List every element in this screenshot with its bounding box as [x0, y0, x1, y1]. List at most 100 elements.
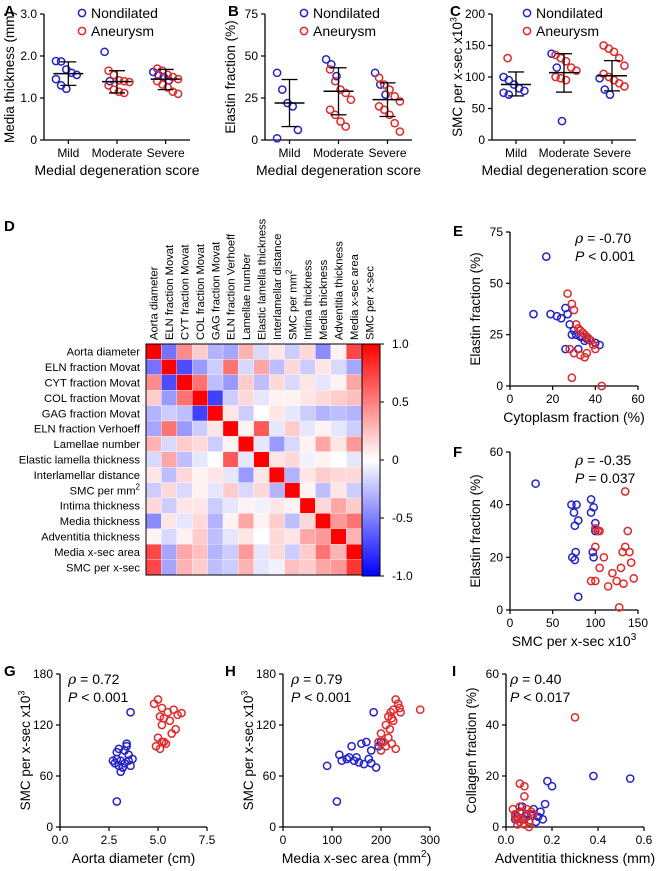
- heatmap-cell: [330, 436, 347, 452]
- heatmap-cell: [269, 436, 285, 452]
- data-point-aneurysm: [619, 579, 628, 589]
- heatmap-cell: [284, 405, 301, 422]
- heatmap-cell: [192, 482, 208, 499]
- heatmap-cell: [176, 405, 193, 422]
- data-point-aneurysm: [609, 47, 619, 57]
- heatmap-cell: [145, 544, 162, 560]
- data-point-nondilated: [605, 90, 615, 99]
- data-point-aneurysm: [379, 737, 388, 747]
- data-point-nondilated: [344, 752, 354, 762]
- data-point-aneurysm: [341, 88, 351, 98]
- rho-annotation: ρ = 0.72: [67, 671, 120, 688]
- heatmap-cell: [346, 436, 362, 452]
- data-point-aneurysm: [330, 76, 340, 86]
- colorbar-tick-label: 0.5: [392, 395, 409, 409]
- heatmap-cell: [161, 405, 177, 422]
- p-value-annotation: P < 0.001: [291, 689, 352, 705]
- heatmap-cell: [192, 528, 208, 545]
- data-point-aneurysm: [595, 526, 604, 536]
- colorbar: [361, 343, 381, 577]
- heatmap-cell: [161, 544, 177, 560]
- heatmap-cell: [346, 513, 362, 529]
- data-point-nondilated: [51, 74, 61, 84]
- data-point-aneurysm: [590, 344, 600, 354]
- heatmap-cell: [253, 420, 270, 437]
- heatmap-cell: [269, 451, 285, 468]
- row-label: SMC per x-sec: [66, 562, 140, 574]
- heatmap-cell: [161, 451, 177, 468]
- row-label: Aorta diameter: [67, 347, 141, 359]
- data-point-aneurysm: [173, 89, 183, 99]
- heatmap-cell: [222, 544, 239, 560]
- panel-e: 0 25 50 75 0 20 40 60 Cytoplasm fraction (%) Elas…: [468, 225, 645, 425]
- data-point-aneurysm: [586, 336, 596, 346]
- heatmap-cell: [269, 343, 285, 360]
- heatmap-cell: [207, 359, 224, 375]
- data-point-aneurysm: [623, 526, 633, 536]
- x-axis-label: Cytoplasm fraction (%): [503, 409, 645, 425]
- data-point-nondilated: [114, 744, 124, 754]
- heatmap-cell: [192, 544, 208, 560]
- heatmap-cell: [176, 390, 193, 406]
- data-point-nondilated: [112, 797, 122, 806]
- heatmap-cell: [315, 359, 331, 375]
- data-point-aneurysm: [608, 568, 617, 578]
- data-point-aneurysm: [157, 720, 167, 730]
- y-tick-label: 50: [245, 49, 259, 63]
- data-point-nondilated: [326, 60, 336, 69]
- data-point-aneurysm: [582, 348, 592, 358]
- data-point-aneurysm: [561, 56, 571, 66]
- x-tick-label: Severe: [368, 146, 406, 160]
- heatmap-cell: [284, 528, 301, 545]
- column-label: Media thickness: [318, 259, 330, 340]
- data-point-nondilated: [547, 781, 557, 791]
- data-point-aneurysm: [325, 65, 335, 74]
- heatmap-cell: [176, 359, 193, 375]
- heatmap-cell: [161, 513, 177, 529]
- data-point-nondilated: [590, 338, 600, 348]
- heatmap-cell: [238, 359, 254, 375]
- heatmap-cell: [284, 343, 301, 360]
- heatmap-cell: [145, 482, 162, 499]
- column-label: GAG fraction Movat: [210, 241, 222, 340]
- heatmap-cell: [269, 482, 285, 499]
- rho-annotation: ρ = -0.35: [574, 452, 631, 469]
- p-value-annotation: P = 0.037: [575, 470, 636, 486]
- legend-marker-nondilated: [77, 8, 87, 18]
- y-tick-label: 75: [490, 225, 504, 239]
- data-point-aneurysm: [336, 117, 345, 126]
- legend-marker-aneurysm: [77, 26, 87, 36]
- data-point-nondilated: [277, 85, 287, 94]
- heatmap-cell: [315, 436, 331, 452]
- data-point-aneurysm: [390, 118, 400, 128]
- heatmap-cell: [284, 467, 301, 483]
- heatmap-cell: [192, 559, 208, 576]
- panel-c: 0 50 100 150 200 Mild Moderate Severe Medial deg…: [448, 5, 646, 178]
- data-point-aneurysm: [629, 574, 639, 583]
- data-point-aneurysm: [572, 66, 581, 76]
- data-point-aneurysm: [614, 53, 624, 63]
- data-point-nondilated: [567, 330, 577, 340]
- data-point-aneurysm: [165, 716, 175, 726]
- data-point-nondilated: [589, 552, 598, 562]
- data-point-nondilated: [51, 56, 61, 66]
- heatmap-cell: [176, 528, 193, 545]
- heatmap-cell: [238, 482, 254, 499]
- heatmap-cell: [315, 390, 331, 406]
- heatmap-cell: [176, 559, 193, 576]
- y-tick-label: 40: [486, 718, 500, 732]
- panel-letter-E: E: [453, 223, 463, 240]
- data-point-nondilated: [572, 500, 581, 510]
- data-point-aneurysm: [524, 822, 534, 832]
- heatmap-cell: [145, 420, 162, 437]
- data-point-aneurysm: [168, 72, 178, 82]
- x-tick-label: 0.0: [52, 833, 69, 847]
- data-point-aneurysm: [551, 72, 560, 82]
- heatmap-cell: [299, 374, 316, 391]
- column-label: Aorta diameter: [149, 266, 161, 340]
- data-point-aneurysm: [341, 122, 351, 131]
- heatmap-cell: [192, 405, 208, 422]
- heatmap-cell: [176, 467, 193, 483]
- heatmap-cell: [238, 497, 254, 514]
